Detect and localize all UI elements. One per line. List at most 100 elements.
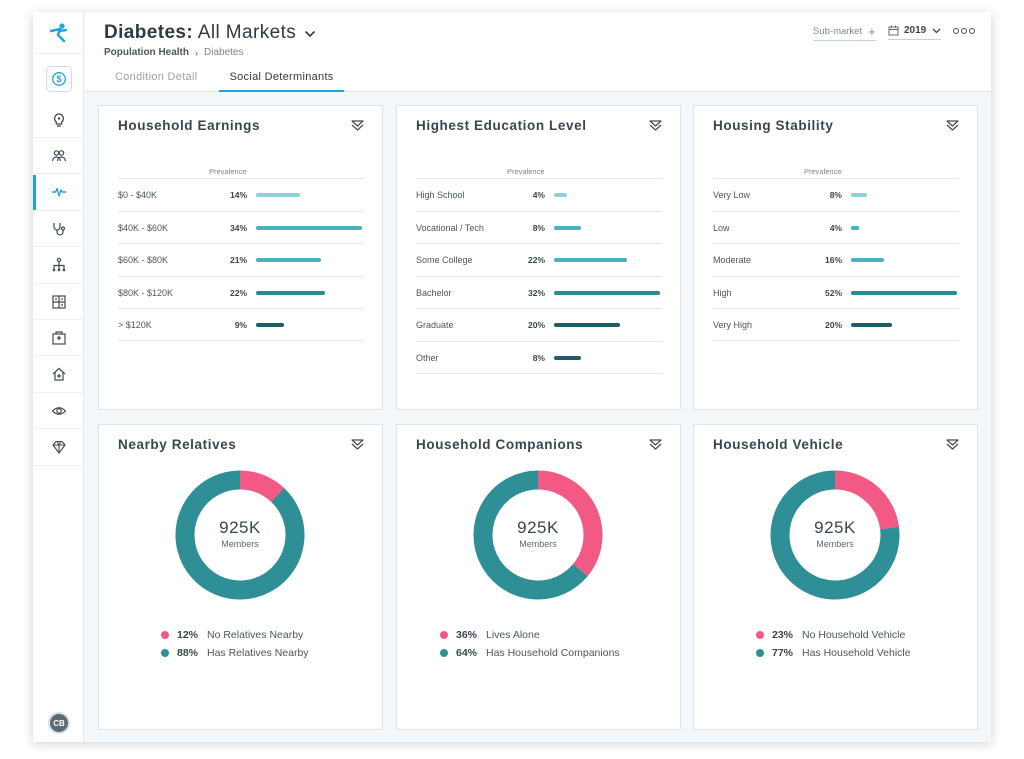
filter-icon[interactable] bbox=[351, 439, 364, 450]
switch-button[interactable]: $ bbox=[45, 66, 72, 92]
page-title: Diabetes: All Markets bbox=[104, 22, 297, 43]
donut-center: 925K Members bbox=[770, 518, 900, 549]
filter-icon[interactable] bbox=[946, 439, 959, 450]
sidebar-item-hierarchy[interactable] bbox=[33, 248, 84, 284]
member-label: Members bbox=[816, 539, 854, 549]
legend-label: Has Household Vehicle bbox=[802, 647, 911, 659]
filter-button[interactable] bbox=[946, 437, 959, 455]
donut-slice[interactable] bbox=[537, 470, 603, 577]
donut-card: Household Vehicle 925K Members 23% No Househ… bbox=[693, 424, 978, 730]
bar-card: Housing Stability Prevalence Very Low 8% Low… bbox=[693, 105, 978, 410]
bar-track bbox=[851, 323, 959, 328]
year-select[interactable]: 2019 bbox=[888, 25, 942, 40]
prevalence-header: Prevalence bbox=[804, 167, 842, 176]
filter-button[interactable] bbox=[351, 118, 364, 136]
sidebar-item-lightbulb[interactable] bbox=[33, 102, 84, 138]
prevalence-header: Prevalence bbox=[507, 167, 545, 176]
diamond-icon bbox=[51, 441, 66, 454]
legend-item: 88% Has Relatives Nearby bbox=[99, 644, 383, 662]
breadcrumb-current: Diabetes bbox=[204, 47, 244, 58]
donut-slice[interactable] bbox=[175, 470, 305, 600]
tab-condition-detail[interactable]: Condition Detail bbox=[115, 71, 198, 83]
card-title: Highest Education Level bbox=[416, 118, 587, 133]
filter-button[interactable] bbox=[649, 437, 662, 455]
tab-social-determinants[interactable]: Social Determinants bbox=[219, 70, 344, 92]
table-row: Some College 22% bbox=[416, 243, 662, 276]
more-options-icon[interactable] bbox=[953, 28, 975, 34]
donut-legend: 23% No Household Vehicle 77% Has Household … bbox=[694, 626, 978, 662]
row-label: Graduate bbox=[416, 320, 454, 331]
bar-fill bbox=[256, 225, 362, 230]
bar-track bbox=[256, 258, 364, 263]
legend-item: 64% Has Household Companions bbox=[397, 644, 681, 662]
row-value: 4% bbox=[829, 222, 842, 233]
member-count: 925K bbox=[219, 518, 261, 537]
row-label: Vocational / Tech bbox=[416, 222, 484, 233]
row-label: Bachelor bbox=[416, 287, 452, 298]
eye-icon bbox=[51, 406, 66, 415]
filter-icon[interactable] bbox=[649, 120, 662, 131]
sidebar-item-people[interactable] bbox=[33, 138, 84, 175]
legend-label: Has Household Companions bbox=[486, 647, 620, 659]
donut-slice[interactable] bbox=[239, 470, 285, 503]
row-label: High School bbox=[416, 190, 465, 200]
calendar-icon bbox=[888, 25, 899, 36]
bar-fill bbox=[851, 193, 868, 197]
logo[interactable] bbox=[33, 12, 84, 54]
row-value: 22% bbox=[229, 287, 247, 298]
sidebar-item-home[interactable] bbox=[33, 357, 84, 393]
breadcrumb-parent[interactable]: Population Health bbox=[104, 47, 189, 58]
sidebar-item-stethoscope[interactable] bbox=[33, 211, 84, 248]
filter-button[interactable] bbox=[649, 118, 662, 136]
bar-track bbox=[256, 323, 364, 328]
member-label: Members bbox=[519, 539, 557, 549]
member-count: 925K bbox=[517, 518, 559, 537]
table-row: $0 - $40K 14% bbox=[118, 178, 364, 211]
filter-icon[interactable] bbox=[351, 120, 364, 131]
bar-track bbox=[851, 225, 959, 230]
table-row: > $120K 9% bbox=[118, 308, 364, 341]
prevalence-header: Prevalence bbox=[209, 167, 247, 176]
card-title: Household Earnings bbox=[118, 118, 261, 133]
market-switch[interactable]: $ bbox=[33, 61, 84, 97]
member-count: 925K bbox=[814, 518, 856, 537]
row-label: Other bbox=[416, 352, 439, 363]
breadcrumb: Population Health › Diabetes bbox=[104, 47, 243, 58]
bar-track bbox=[256, 290, 364, 295]
sidebar-item-diamond[interactable] bbox=[33, 430, 84, 466]
donut-slice[interactable] bbox=[770, 470, 900, 600]
bar-track bbox=[851, 290, 959, 295]
filter-button[interactable] bbox=[351, 437, 364, 455]
dollar-switch-icon: $ bbox=[51, 72, 66, 86]
sidebar-item-eye[interactable] bbox=[33, 393, 84, 430]
donut-slice[interactable] bbox=[834, 470, 899, 530]
card-title: Household Companions bbox=[416, 437, 584, 452]
legend-label: No Household Vehicle bbox=[802, 629, 906, 641]
donut-chart: 925K Members bbox=[473, 470, 603, 600]
legend-label: No Relatives Nearby bbox=[207, 629, 304, 641]
submarket-add-button[interactable]: Sub-market + bbox=[813, 23, 876, 41]
table-row: $40K - $60K 34% bbox=[118, 210, 364, 244]
bar-fill bbox=[256, 323, 285, 328]
sidebar-item-pulse[interactable] bbox=[33, 174, 84, 211]
sidebar-item-hospital[interactable] bbox=[33, 320, 84, 357]
plus-icon: + bbox=[868, 23, 876, 39]
bar-track bbox=[554, 258, 662, 263]
bar-card: Household Earnings Prevalence $0 - $40K 14%… bbox=[98, 105, 383, 410]
row-label: Very High bbox=[713, 320, 753, 331]
row-value: 8% bbox=[532, 222, 545, 233]
donut-center: 925K Members bbox=[473, 518, 603, 549]
chevron-down-icon bbox=[305, 30, 316, 38]
legend-dot bbox=[756, 631, 764, 639]
avatar[interactable]: CB bbox=[48, 712, 70, 734]
legend-dot bbox=[440, 649, 448, 657]
market-title-dropdown[interactable]: Diabetes: All Markets bbox=[104, 22, 316, 44]
legend-label: Has Relatives Nearby bbox=[207, 647, 309, 659]
filter-icon[interactable] bbox=[946, 120, 959, 131]
row-value: 9% bbox=[234, 320, 247, 331]
donut-slice[interactable] bbox=[473, 470, 588, 600]
sidebar-item-grid[interactable] bbox=[33, 284, 84, 320]
filter-icon[interactable] bbox=[649, 439, 662, 450]
legend-percent: 64% bbox=[456, 647, 478, 659]
filter-button[interactable] bbox=[946, 118, 959, 136]
